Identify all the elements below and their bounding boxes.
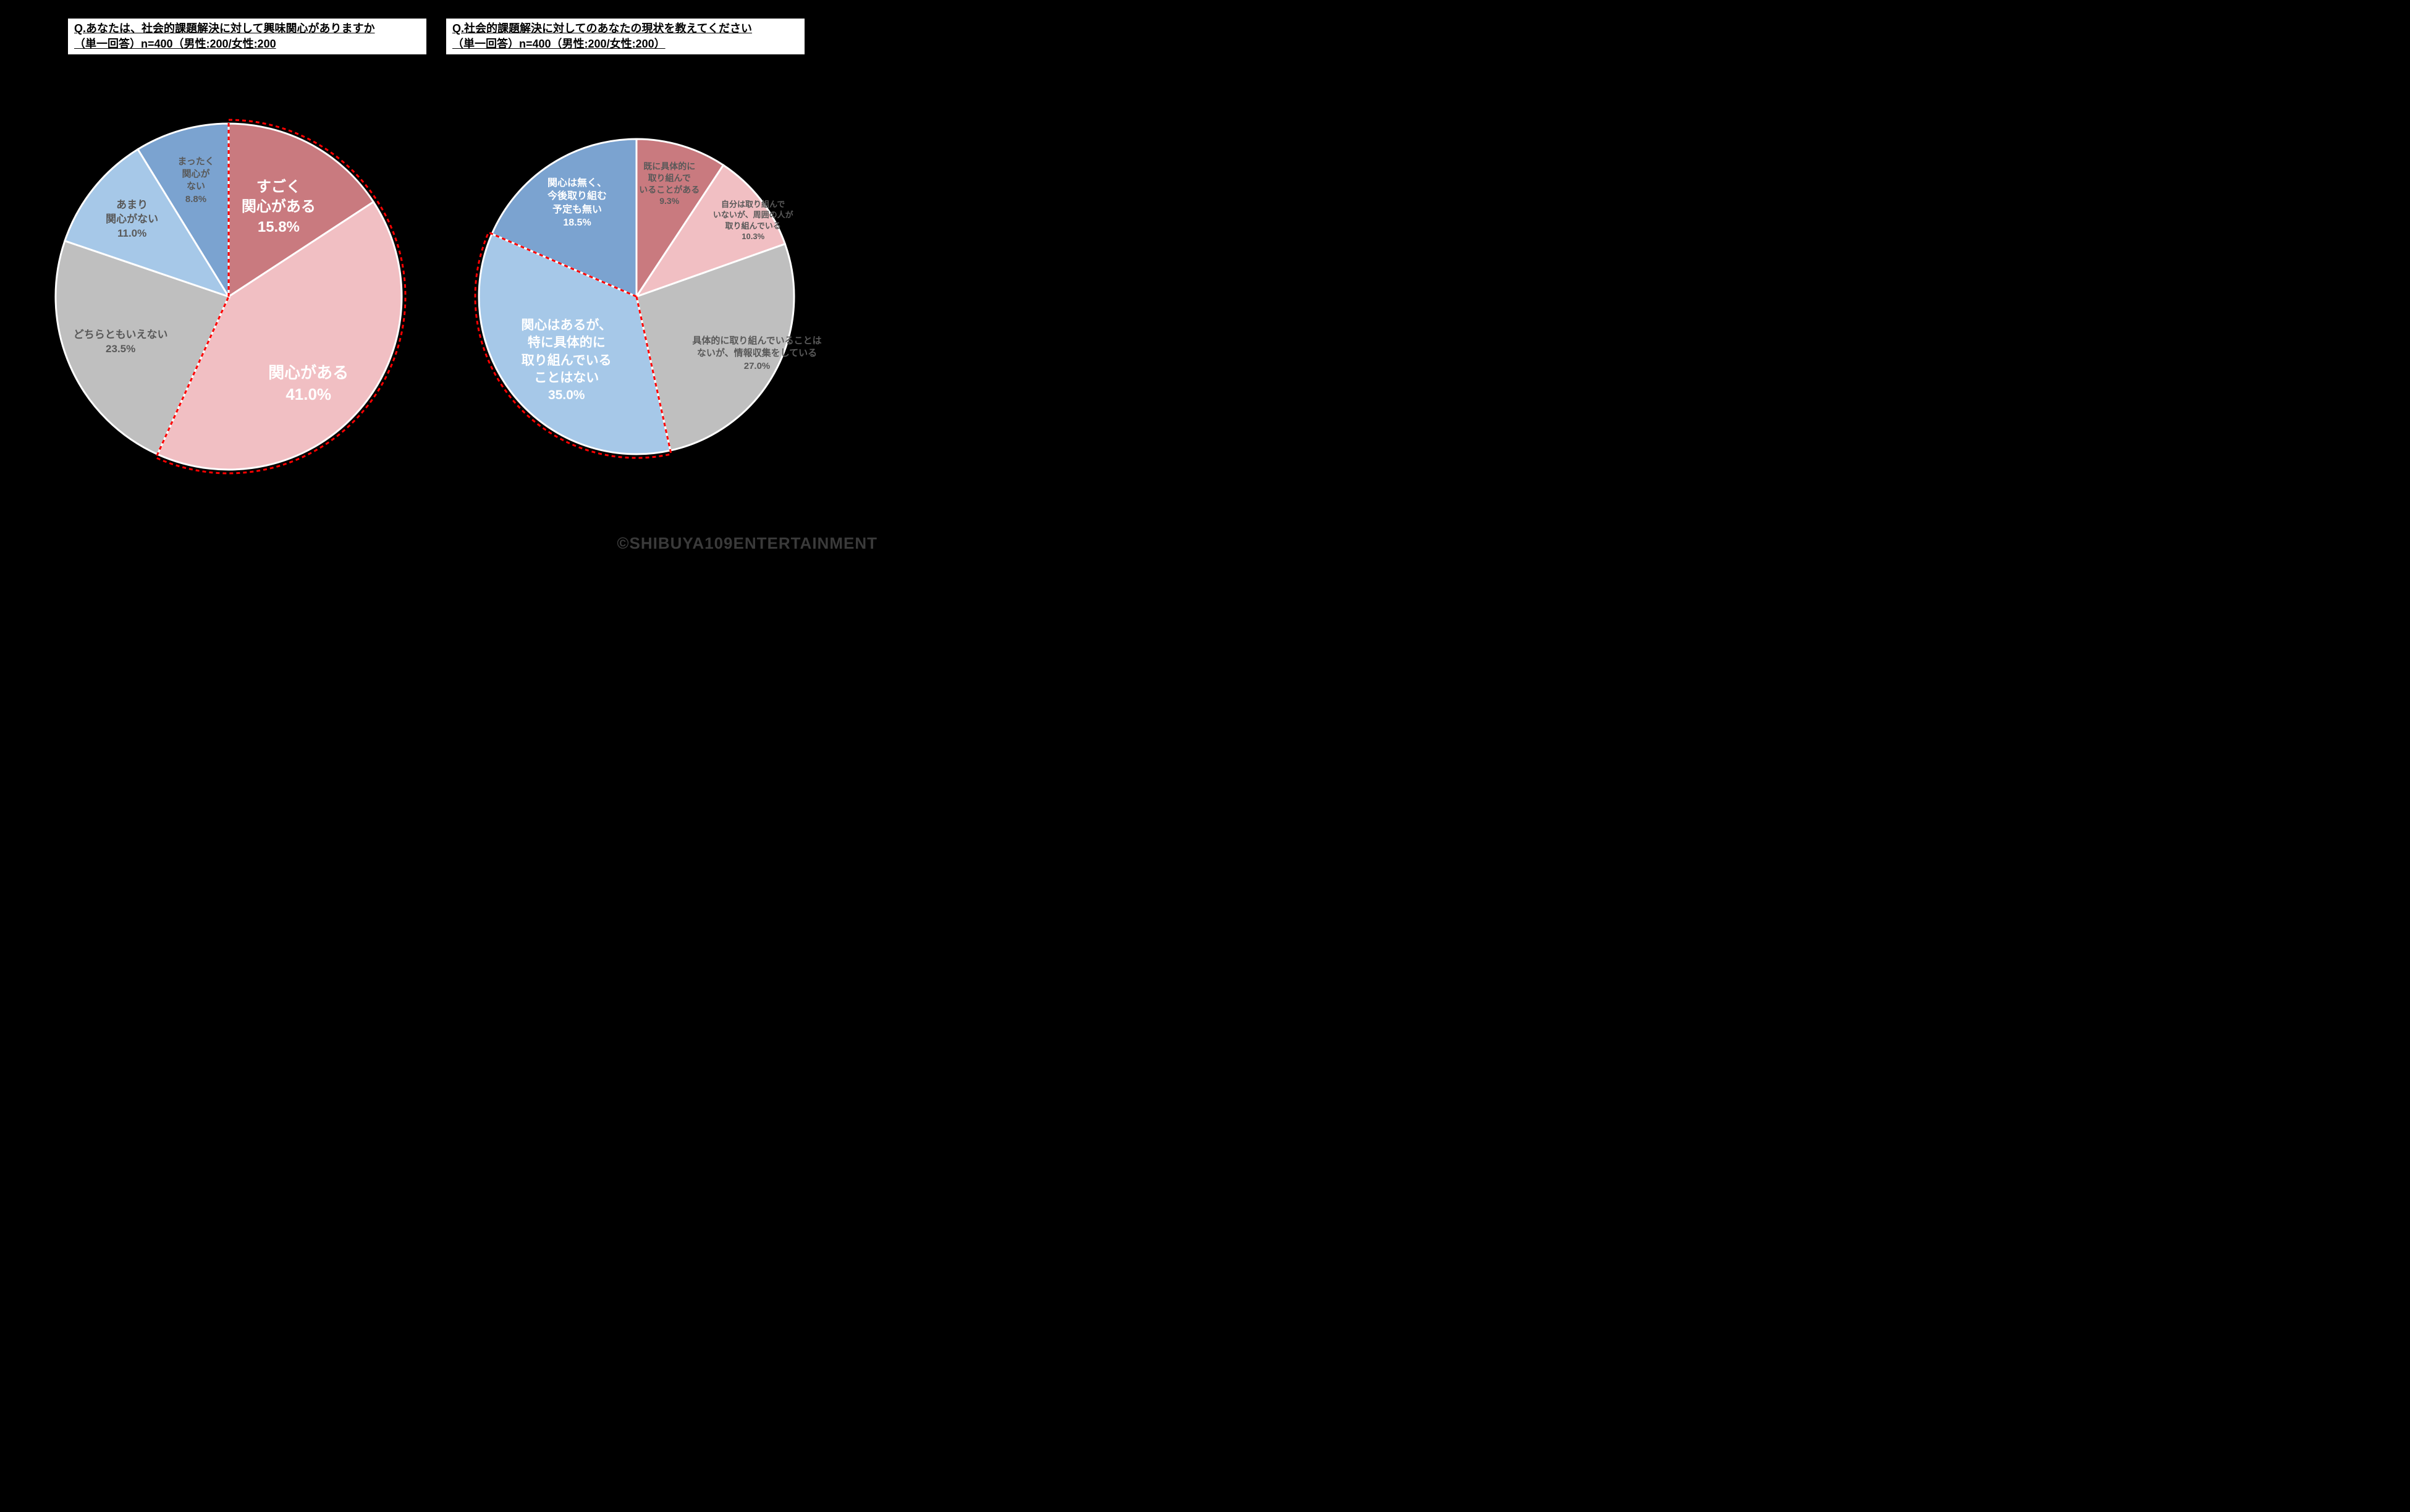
left-question-box: Q.あなたは、社会的課題解決に対して興味関心がありますか （単一回答）n=400… (67, 17, 428, 56)
right-question-line1: Q.社会的課題解決に対してのあなたの現状を教えてください (452, 21, 798, 36)
right-question-box: Q.社会的課題解決に対してのあなたの現状を教えてください （単一回答）n=400… (445, 17, 806, 56)
page: Q.あなたは、社会的課題解決に対して興味関心がありますか （単一回答）n=400… (0, 0, 890, 558)
left-pie-chart: すごく関心がある15.8%関心がある41.0%どちらともいえない23.5%あまり… (37, 80, 420, 538)
right-question-line2: （単一回答）n=400（男性:200/女性:200） (452, 36, 798, 52)
watermark: ©SHIBUYA109ENTERTAINMENT (617, 534, 877, 553)
left-question-line1: Q.あなたは、社会的課題解決に対して興味関心がありますか (74, 21, 420, 36)
left-question-line2: （単一回答）n=400（男性:200/女性:200 (74, 36, 420, 52)
right-pie-chart: 既に具体的に取り組んでいることがある9.3%自分は取り組んでいないが、周囲の人が… (445, 80, 828, 538)
